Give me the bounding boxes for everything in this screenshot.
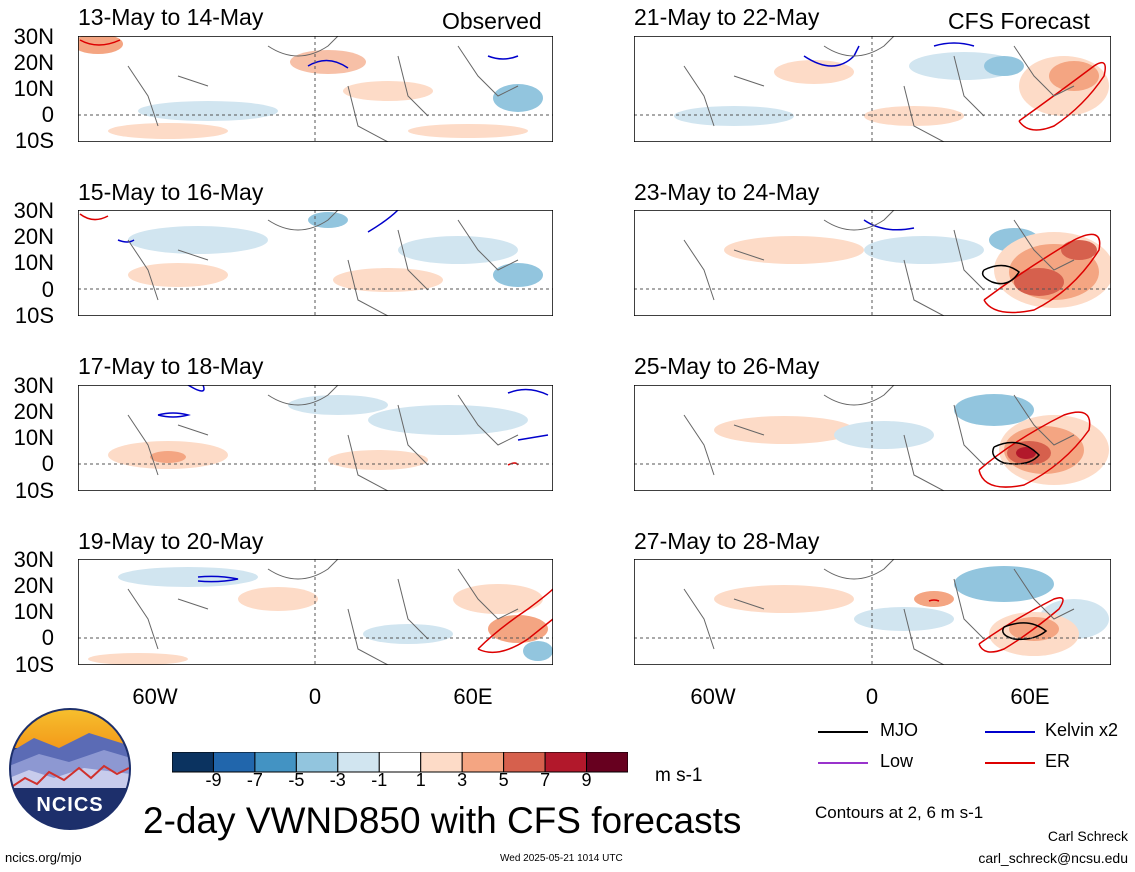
map-observed-4 [78,559,553,665]
lon-label: 0 [865,684,879,709]
lat-label: 30N [13,198,54,223]
colorbar-swatch [461,752,505,773]
lon-label: 60E [453,684,493,709]
lat-label: 10S [14,128,54,153]
footer-timestamp: Wed 2025-05-21 1014 UTC [500,853,623,864]
legend-label-low: Low [880,751,914,771]
colorbar-swatch [212,752,256,773]
colorbar-tick-label: -7 [246,770,263,790]
lat-label: 30N [13,547,54,572]
lat-label: 10N [13,599,54,624]
footer-author: Carl Schreck [1047,828,1128,844]
colorbar-units: m s-1 [655,765,703,786]
legend-line-er [985,762,1035,764]
lat-label: 0 [41,102,54,127]
colorbar-swatch [586,752,628,773]
observed-label: Observed [442,8,542,34]
lat-label: 20N [13,224,54,249]
ncics-logo: NCICS [9,708,131,830]
panel-title: 23-May to 24-May [634,179,820,205]
lat-label: 10N [13,250,54,275]
lat-label: 30N [13,24,54,49]
lon-label: 0 [308,684,322,709]
legend-label-kelvin: Kelvin x2 [1045,720,1119,740]
colorbar-tick-label: -3 [329,770,346,790]
map-forecast-1 [634,36,1111,142]
colorbar-tick-label: 1 [415,770,426,790]
footer-url: ncics.org/mjo [5,850,82,865]
contour-note: Contours at 2, 6 m s-1 [815,803,984,822]
lat-label: 20N [13,399,54,424]
colorbar-swatch [378,752,422,773]
panel-title: 21-May to 22-May [634,4,820,30]
colorbar-swatch [420,752,463,773]
colorbar-swatch [337,752,380,773]
colorbar-tick-label: 7 [540,770,551,790]
colorbar-tick-label: 5 [498,770,509,790]
legend-line-low [818,762,868,764]
colorbar-swatch [503,752,546,773]
logo-text: NCICS [36,794,104,816]
map-forecast-3 [634,385,1111,491]
legend-line-mjo [818,731,868,733]
lat-label: 10N [13,76,54,101]
lat-label: 20N [13,573,54,598]
panel-title: 27-May to 28-May [634,528,820,554]
panel-title: 15-May to 16-May [78,179,264,205]
panel-title: 13-May to 14-May [78,4,264,30]
map-observed-2 [78,210,553,316]
colorbar-tick-label: -5 [288,770,305,790]
lat-label: 10S [14,303,54,328]
colorbar-swatch [544,752,588,773]
panel-title: 17-May to 18-May [78,353,264,379]
lat-label: 0 [41,625,54,650]
colorbar-tick-label: -1 [371,770,388,790]
colorbar-tick-label: 9 [581,770,592,790]
colorbar-swatch [254,752,297,773]
panel-title: 25-May to 26-May [634,353,820,379]
lon-label: 60W [132,684,178,709]
panel-title: 19-May to 20-May [78,528,264,554]
lat-label: 10S [14,652,54,677]
colorbar-ticks: -9 -7 -5 -3 -1 1 3 5 7 9 [172,770,628,792]
lon-label: 60W [690,684,736,709]
lat-label: 10S [14,478,54,503]
lon-label: 60E [1010,684,1050,709]
map-forecast-2 [634,210,1111,316]
colorbar-swatch [172,752,214,773]
lat-label: 0 [41,451,54,476]
legend-label-mjo: MJO [880,720,918,740]
map-forecast-4 [634,559,1111,665]
map-observed-1 [78,36,553,142]
colorbar-tick-label: 3 [457,770,468,790]
colorbar-tick-label: -9 [205,770,222,790]
lat-label: 20N [13,50,54,75]
forecast-label: CFS Forecast [948,8,1090,34]
legend-line-kelvin [985,731,1035,733]
colorbar-swatch [295,752,339,773]
lat-label: 30N [13,373,54,398]
lat-label: 10N [13,425,54,450]
colorbar [172,752,628,773]
lat-label: 0 [41,277,54,302]
map-observed-3 [78,385,553,491]
legend-label-er: ER [1045,751,1071,771]
main-title: 2-day VWND850 with CFS forecasts [143,800,742,841]
footer-email: carl_schreck@ncsu.edu [978,850,1128,866]
